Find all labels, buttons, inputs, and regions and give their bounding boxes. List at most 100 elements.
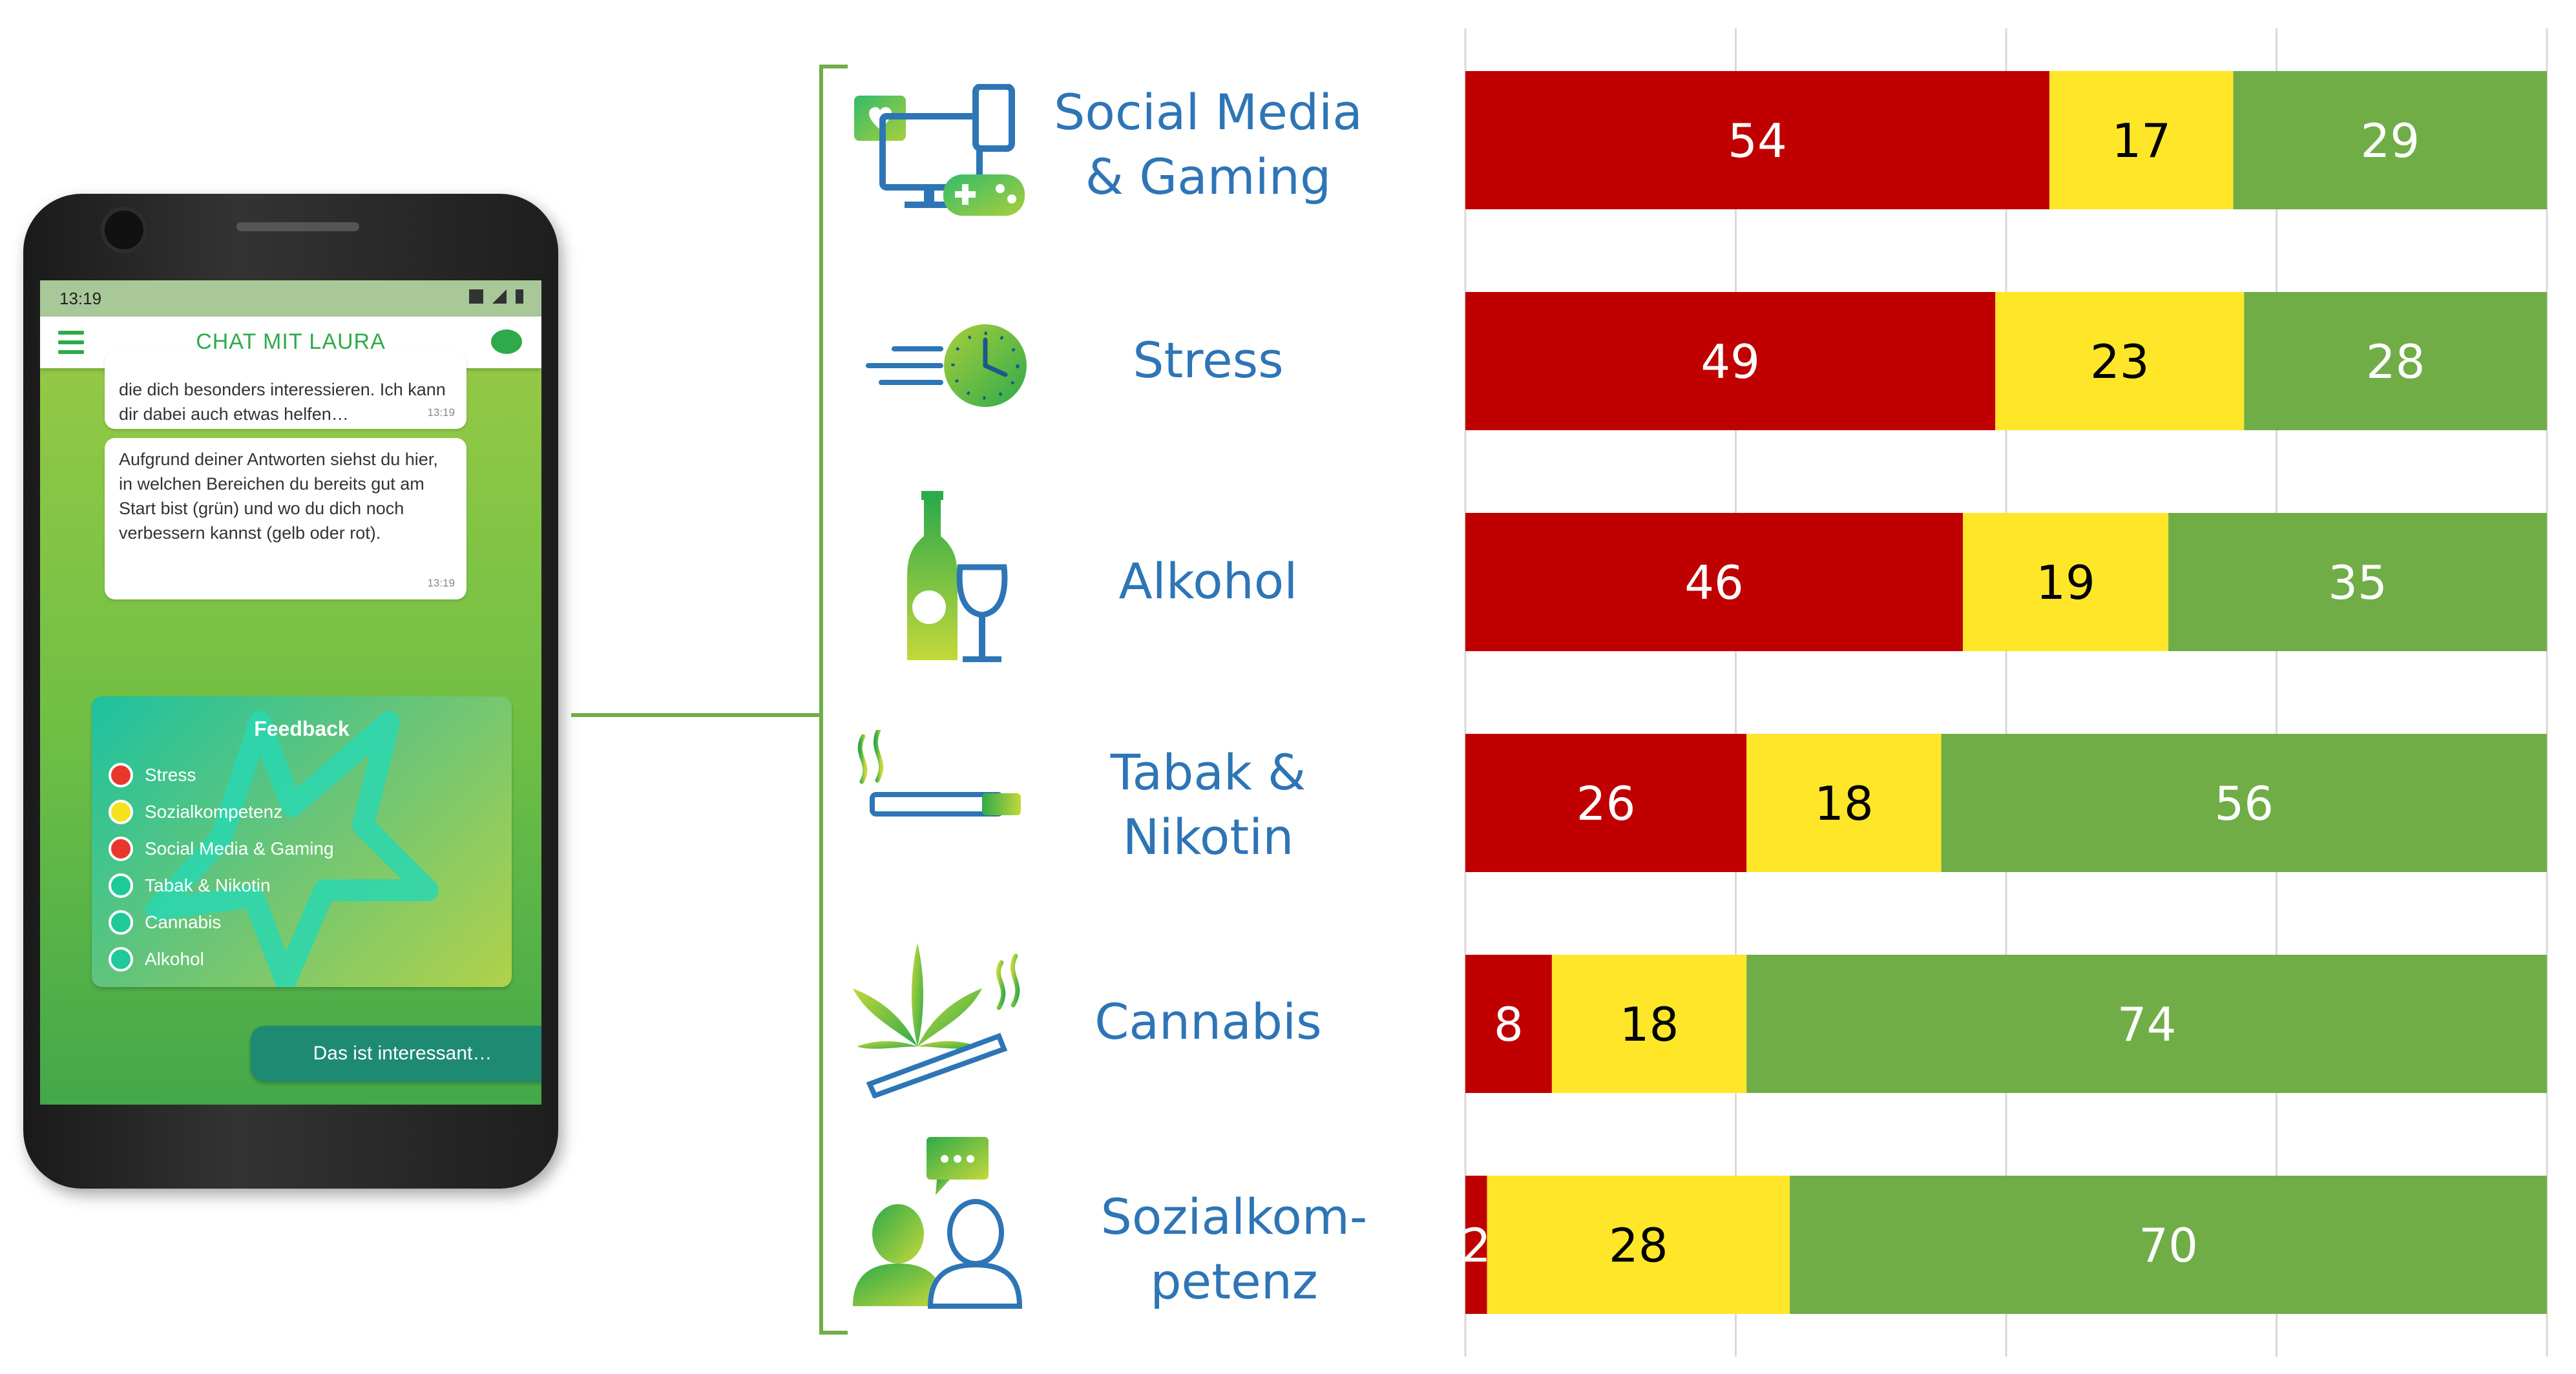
feedback-title: Feedback <box>254 717 350 740</box>
data-label: 54 <box>1728 114 1787 168</box>
chat-message: Aufgrund deiner Antworten siehst du hier… <box>105 438 466 599</box>
status-dot-red <box>109 837 133 861</box>
chat-message-time: 13:19 <box>427 577 455 589</box>
feedback-item: Alkohol <box>109 945 204 973</box>
data-label: 28 <box>2366 335 2425 389</box>
hamburger-menu-icon[interactable] <box>58 331 84 354</box>
bar-segment <box>1465 955 1552 1093</box>
category-label-line: Alkohol <box>1118 552 1298 610</box>
category-label-line: Tabak & <box>1110 744 1306 801</box>
category-label-line: petenz <box>1150 1253 1318 1310</box>
status-dot-green <box>109 947 133 972</box>
bar-segment <box>1995 292 2245 430</box>
data-label: 8 <box>1494 997 1524 1052</box>
data-label: 18 <box>1814 776 1874 831</box>
data-label: 28 <box>1609 1218 1668 1273</box>
category-label-cannabis: Cannabis <box>1040 990 1376 1054</box>
status-dot-green <box>109 910 133 935</box>
bar-segment <box>1746 955 2547 1093</box>
bracket-cap-bottom <box>819 1331 848 1335</box>
feedback-item: Stress <box>109 761 196 789</box>
feedback-item-label: Stress <box>145 765 196 785</box>
status-bar: 13:19 <box>40 280 541 317</box>
status-icons <box>469 289 523 304</box>
category-label-sozialkompetenz: Sozialkom- petenz <box>1066 1185 1402 1314</box>
category-label-line: Nikotin <box>1122 808 1294 866</box>
bar-segment <box>1465 292 1996 430</box>
feedback-card: Feedback Stress Sozialkompetenz Social M… <box>92 696 512 987</box>
data-label: 74 <box>2117 997 2177 1052</box>
reply-button[interactable]: Das ist interessant… <box>251 1026 541 1081</box>
bar-segment <box>2244 292 2547 430</box>
category-label-line: Stress <box>1133 331 1284 389</box>
bracket-cap-top <box>819 65 848 68</box>
category-label-line: Cannabis <box>1094 993 1322 1050</box>
phone-mockup: 13:19 CHAT MIT LAURA die dich besonders … <box>23 194 558 1189</box>
data-label: 35 <box>2328 556 2387 610</box>
feedback-item: Cannabis <box>109 908 221 937</box>
data-label: 19 <box>2036 556 2095 610</box>
cigarette-icon <box>857 730 1021 817</box>
feedback-item-label: Cannabis <box>145 912 222 932</box>
social-people-chat-icon <box>853 1137 1023 1309</box>
star-decoration-icon <box>145 711 439 987</box>
chat-message-text: die dich besonders interessieren. Ich ka… <box>119 380 446 424</box>
bar-segment <box>1746 734 1942 872</box>
app-title: CHAT MIT LAURA <box>196 329 386 354</box>
data-label: 18 <box>1620 997 1679 1052</box>
battery-icon <box>516 289 523 304</box>
data-label: 17 <box>2111 114 2171 168</box>
status-time: 13:19 <box>59 288 102 308</box>
vibrate-icon <box>469 289 483 304</box>
chat-bubble-icon[interactable] <box>491 329 522 354</box>
category-label-alkohol: Alkohol <box>1040 549 1376 614</box>
bar-segment <box>1465 71 2049 209</box>
bar-segment <box>1963 513 2169 651</box>
data-label: 70 <box>2139 1218 2198 1273</box>
data-label: 2 <box>1461 1218 1491 1273</box>
category-label-social-media: Social Media & Gaming <box>1040 80 1376 209</box>
feedback-item-label: Social Media & Gaming <box>145 838 334 859</box>
category-label-tabak: Tabak & Nikotin <box>1040 740 1376 869</box>
phone-screen: 13:19 CHAT MIT LAURA die dich besonders … <box>40 280 541 1105</box>
feedback-item: Sozialkompetenz <box>109 798 282 826</box>
data-label: 26 <box>1576 776 1636 831</box>
bar-segment <box>1487 1176 1790 1314</box>
alcohol-bottle-glass-icon <box>907 491 1008 662</box>
feedback-item-label: Sozialkompetenz <box>145 802 283 822</box>
bar-segment <box>2168 513 2547 651</box>
feedback-item-label: Tabak & Nikotin <box>145 875 271 895</box>
social-media-gaming-icon <box>854 84 1025 216</box>
data-label: 23 <box>2090 335 2150 389</box>
chat-message-text: Aufgrund deiner Antworten siehst du hier… <box>119 450 438 543</box>
bar-segment <box>1790 1176 2547 1314</box>
bar-segment <box>2233 71 2547 209</box>
bar-segment <box>2049 71 2234 209</box>
data-label: 56 <box>2214 776 2274 831</box>
category-label-stress: Stress <box>1040 328 1376 393</box>
category-label-line: & Gaming <box>1085 148 1332 205</box>
cannabis-leaf-icon <box>853 943 1020 1098</box>
feedback-item-label: Alkohol <box>145 949 204 969</box>
bar-segment <box>1551 955 1747 1093</box>
connector-line <box>571 713 823 717</box>
status-dot-red <box>109 763 133 787</box>
bar-segment <box>1941 734 2547 872</box>
front-camera <box>101 207 147 253</box>
bracket-line <box>819 65 823 1335</box>
bar-segment <box>1465 1176 1487 1314</box>
signal-icon <box>492 289 507 304</box>
bar-segment <box>1465 734 1747 872</box>
chat-message: die dich besonders interessieren. Ich ka… <box>105 351 466 429</box>
data-label: 29 <box>2360 114 2420 168</box>
data-label: 46 <box>1684 556 1744 610</box>
data-label: 49 <box>1701 335 1760 389</box>
feedback-item: Tabak & Nikotin <box>109 871 271 900</box>
stress-clock-icon <box>866 324 1027 407</box>
category-label-line: Sozialkom- <box>1100 1188 1368 1245</box>
feedback-item: Social Media & Gaming <box>109 835 334 863</box>
category-label-line: Social Media <box>1054 83 1363 141</box>
status-dot-green <box>109 873 133 898</box>
chat-message-time: 13:19 <box>427 406 455 419</box>
